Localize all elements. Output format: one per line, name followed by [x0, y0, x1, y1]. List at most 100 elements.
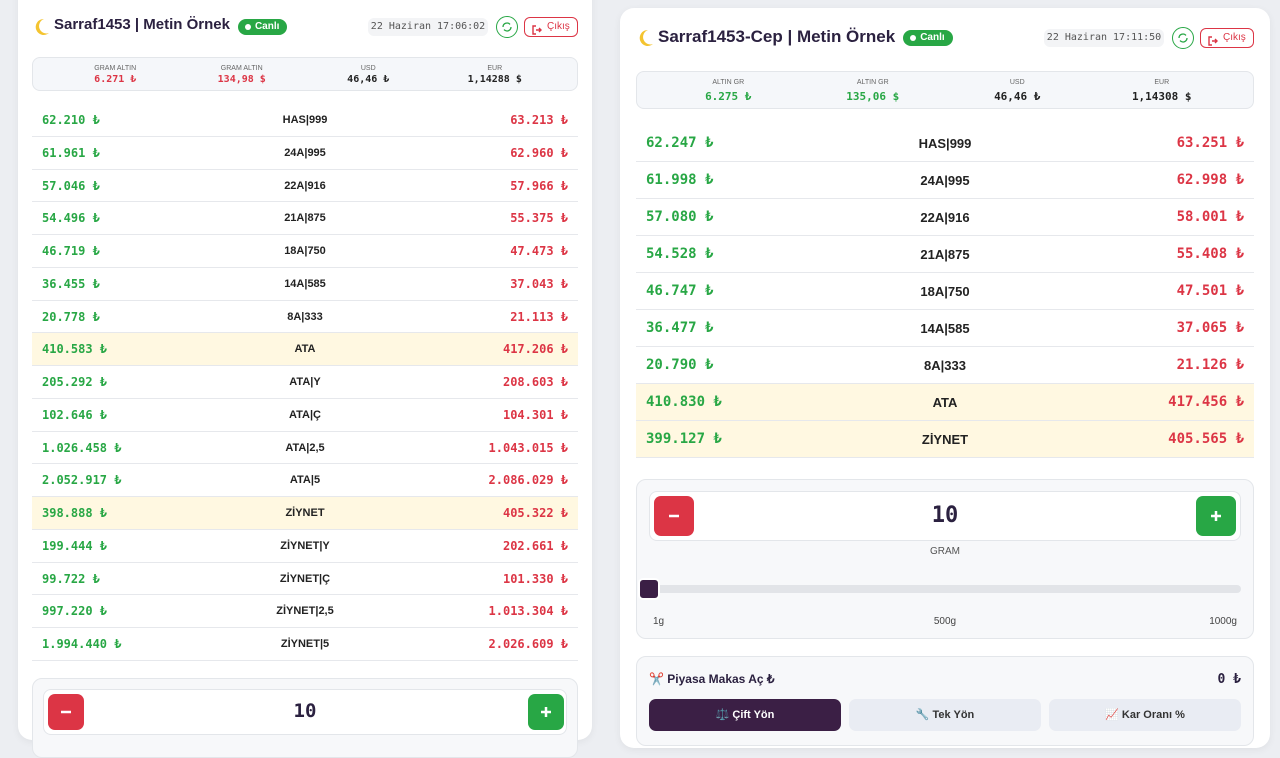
minus-button[interactable]	[654, 496, 694, 536]
sell-price: 417.456 ₺	[1168, 394, 1244, 411]
quantity-value[interactable]: 10	[293, 700, 317, 722]
ticker-bar	[32, 57, 578, 91]
product-name: 22A|916	[284, 179, 326, 192]
product-name: ATA|Y	[289, 376, 321, 389]
sell-price: 47.501 ₺	[1176, 283, 1244, 300]
status-dot	[910, 35, 917, 41]
product-name: ATA|2,5	[285, 441, 325, 454]
makas-title: ✂️ Piyasa Makas Aç ₺	[649, 672, 775, 686]
slider-scale-label: 500g	[933, 616, 957, 627]
price-row	[636, 384, 1254, 421]
buy-price: 36.477 ₺	[646, 320, 714, 337]
ticker-value: 135,06 $	[846, 90, 900, 103]
product-name: 8A|333	[924, 358, 966, 374]
logout-button[interactable]: Çıkış	[524, 17, 578, 37]
buy-price: 398.888 ₺	[42, 506, 108, 521]
buy-price: 997.220 ₺	[42, 604, 108, 619]
ticker-value: 46,46 ₺	[347, 74, 390, 85]
product-name: 24A|995	[920, 173, 970, 189]
logout-button[interactable]: Çıkış	[1200, 28, 1254, 48]
quantity-value[interactable]: 10	[931, 503, 959, 528]
price-row	[32, 595, 578, 628]
moon-icon	[32, 17, 50, 37]
sell-price: 405.322 ₺	[502, 506, 568, 521]
quantity-unit: GRAM	[930, 546, 960, 557]
product-name: 18A|750	[284, 245, 326, 258]
product-name: ATA|5	[289, 474, 321, 487]
sell-price: 21.113 ₺	[510, 309, 568, 324]
buy-price: 20.790 ₺	[646, 357, 714, 374]
sell-price: 63.213 ₺	[510, 113, 568, 128]
ticker-value: 46,46 ₺	[994, 90, 1041, 103]
sell-price: 55.408 ₺	[1176, 246, 1244, 263]
buy-price: 46.747 ₺	[646, 283, 714, 300]
buy-price: 199.444 ₺	[42, 538, 108, 553]
price-row	[32, 235, 578, 268]
product-name: ATA	[932, 395, 958, 411]
price-row	[32, 464, 578, 497]
buy-price: 62.210 ₺	[42, 113, 100, 128]
sell-price: 1.043.015 ₺	[488, 440, 568, 455]
buy-price: 102.646 ₺	[42, 407, 108, 422]
buy-price: 62.247 ₺	[646, 135, 714, 152]
logout-icon	[1208, 33, 1218, 46]
price-row	[32, 301, 578, 334]
buy-price: 57.046 ₺	[42, 178, 100, 193]
product-name: 22A|916	[920, 210, 970, 226]
buy-price: 1.994.440 ₺	[42, 637, 122, 652]
plus-button[interactable]	[1196, 496, 1236, 536]
ticker-label: GRAM ALTIN	[220, 65, 263, 72]
price-row	[32, 170, 578, 203]
price-row	[32, 399, 578, 432]
sell-price: 62.960 ₺	[510, 145, 568, 160]
ticker-label: ALTIN GR	[856, 79, 889, 86]
price-row	[636, 347, 1254, 384]
buy-price: 205.292 ₺	[42, 375, 108, 390]
status-dot	[244, 24, 251, 30]
slider-scale-label: 1g	[653, 616, 665, 627]
page: Sarraf {"panels":[ {"header":{"title":"S…	[18, 0, 1270, 758]
buy-price: 399.127 ₺	[646, 431, 722, 448]
price-row	[32, 104, 578, 137]
buy-price: 410.583 ₺	[42, 342, 108, 357]
makas-tab[interactable]: 📈 Kar Oranı %	[1049, 699, 1241, 731]
product-name: ZİYNET|Y	[280, 539, 330, 552]
quantity-box	[649, 491, 1241, 541]
moon-icon	[636, 28, 654, 48]
header-title: Sarraf1453-Cep | Metin Örnek	[658, 27, 896, 46]
slider-track[interactable]	[649, 585, 1241, 593]
buy-price: 20.778 ₺	[42, 309, 100, 324]
price-row	[636, 236, 1254, 273]
ticker-label: EUR	[487, 65, 503, 72]
refresh-button[interactable]	[496, 16, 518, 38]
slider-scale-label: 1000g	[1209, 616, 1237, 627]
buy-price: 57.080 ₺	[646, 209, 714, 226]
sell-price: 104.301 ₺	[502, 407, 568, 422]
price-row	[636, 162, 1254, 199]
sell-price: 58.001 ₺	[1176, 209, 1244, 226]
ticker-value: 6.271 ₺	[94, 74, 137, 85]
price-row	[32, 497, 578, 530]
product-name: ATA|Ç	[289, 408, 321, 421]
page-body: Sarraf1453 | Metin Örnek Canlı Çıkış 22 Haz…	[18, 0, 1270, 758]
product-name: 14A|585	[920, 321, 970, 337]
product-name: 8A|333	[287, 310, 323, 323]
logout-icon	[532, 22, 542, 35]
makas-tab[interactable]: 🔧 Tek Yön	[849, 699, 1041, 731]
product-name: HAS|999	[282, 114, 328, 127]
sell-price: 2.026.609 ₺	[488, 637, 568, 652]
sell-price: 62.998 ₺	[1176, 172, 1244, 189]
product-name: ZİYNET|Ç	[279, 572, 331, 585]
panel	[18, 0, 592, 740]
price-row	[32, 137, 578, 170]
makas-tab[interactable]: ⚖️ Çift Yön	[649, 699, 841, 731]
refresh-button[interactable]	[1172, 27, 1194, 49]
product-name: ZİYNET	[285, 507, 325, 520]
slider-thumb[interactable]	[638, 578, 660, 600]
ticker-label: GRAM ALTIN	[94, 65, 137, 72]
sell-price: 21.126 ₺	[1176, 357, 1244, 374]
buy-price: 61.998 ₺	[646, 172, 714, 189]
header-title: Sarraf1453 | Metin Örnek	[54, 16, 230, 33]
price-row	[636, 199, 1254, 236]
makas-value: 0 ₺	[1217, 672, 1241, 687]
